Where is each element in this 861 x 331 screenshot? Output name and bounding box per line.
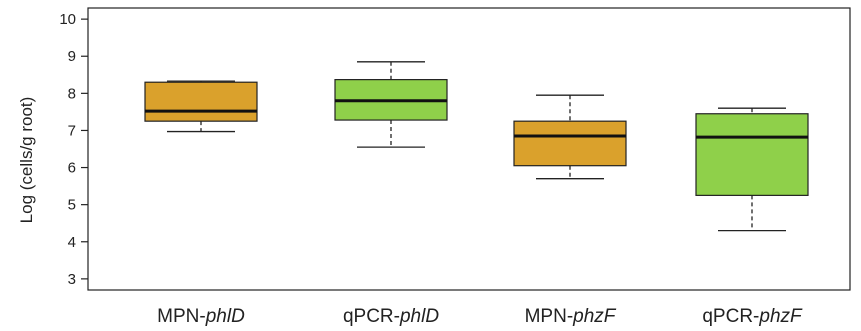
box-3 (513, 94, 627, 180)
category-gene: phlD (205, 306, 245, 327)
category-label: qPCR-phzF (702, 306, 803, 327)
y-tick-label: 6 (68, 160, 76, 177)
box-4 (695, 107, 809, 232)
category-prefix: qPCR- (702, 306, 759, 327)
y-tick-label: 3 (68, 271, 76, 288)
iqr-box (695, 113, 809, 196)
x-axis-labels: MPN-phlD qPCR-phlD MPN-phzF qPCR-phzF (157, 306, 803, 327)
category-label: MPN-phlD (157, 306, 245, 327)
y-tick-label: 8 (68, 85, 76, 102)
category-label: qPCR-phlD (343, 306, 439, 327)
iqr-box (513, 120, 627, 167)
y-tick-label: 4 (68, 234, 76, 251)
category-gene: phzF (758, 306, 803, 327)
y-tick-label: 10 (59, 11, 76, 28)
iqr-box (144, 81, 258, 122)
box-2 (334, 61, 448, 148)
category-gene: phzF (572, 306, 617, 327)
boxes-group (144, 61, 809, 232)
y-tick-label: 5 (68, 197, 76, 214)
y-tick-label: 7 (68, 122, 76, 139)
category-prefix: qPCR- (343, 306, 400, 327)
y-axis-title: Log (cells/g root) (17, 97, 36, 224)
category-prefix: MPN- (525, 306, 574, 327)
category-prefix: MPN- (157, 306, 206, 327)
category-gene: phlD (399, 306, 439, 327)
y-axis: 3 4 5 6 7 8 9 10 (59, 11, 88, 288)
box-1 (144, 80, 258, 133)
plot-frame (87, 7, 851, 291)
y-tick-label: 9 (68, 48, 76, 65)
category-label: MPN-phzF (525, 306, 617, 327)
